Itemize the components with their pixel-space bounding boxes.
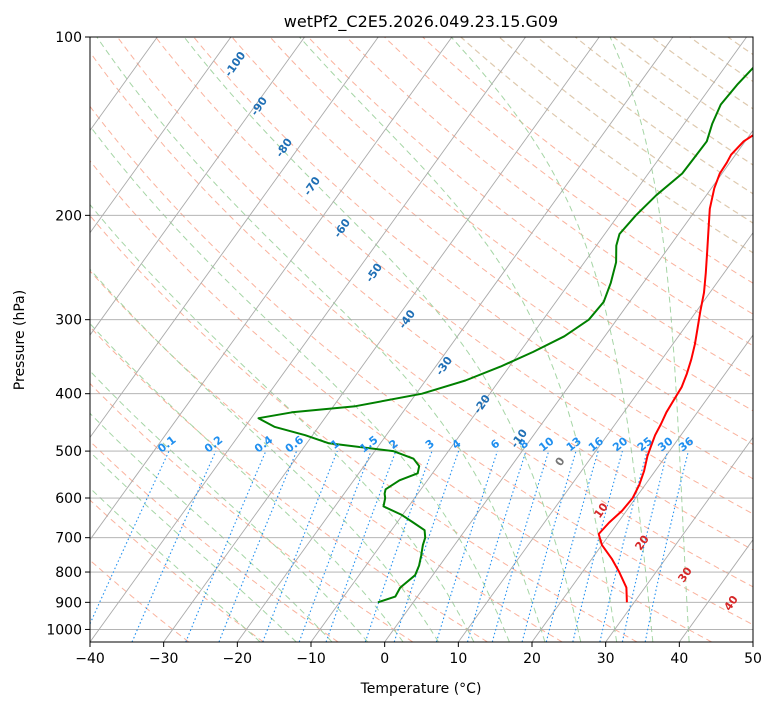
x-axis-label: Temperature (°C) [360, 681, 482, 697]
x-tick-label: 0 [380, 651, 389, 667]
y-tick-label: 800 [55, 565, 82, 581]
y-tick-label: 100 [55, 30, 82, 46]
x-tick-label: 40 [670, 651, 688, 667]
x-tick-label: 20 [523, 651, 541, 667]
y-tick-label: 400 [55, 387, 82, 403]
x-tick-label: 50 [744, 651, 762, 667]
y-tick-label: 900 [55, 595, 82, 611]
y-tick-label: 300 [55, 313, 82, 329]
y-tick-label: 700 [55, 531, 82, 547]
y-tick-label: 500 [55, 444, 82, 460]
isotherm-line [753, 37, 775, 642]
y-tick-label: 1000 [46, 622, 82, 638]
x-tick-label: 30 [597, 651, 615, 667]
x-tick-label: −30 [149, 651, 179, 667]
y-tick-label: 200 [55, 208, 82, 224]
x-tick-label: −20 [223, 651, 253, 667]
isotherm-line [0, 37, 10, 642]
x-tick-label: −40 [75, 651, 105, 667]
chart-title: wetPf2_C2E5.2026.049.23.15.G09 [284, 12, 558, 32]
y-tick-label: 600 [55, 491, 82, 507]
x-tick-label: 10 [449, 651, 467, 667]
dry-adiabat-line [766, 37, 775, 642]
y-axis-label: Pressure (hPa) [12, 290, 28, 390]
x-tick-label: −10 [296, 651, 326, 667]
